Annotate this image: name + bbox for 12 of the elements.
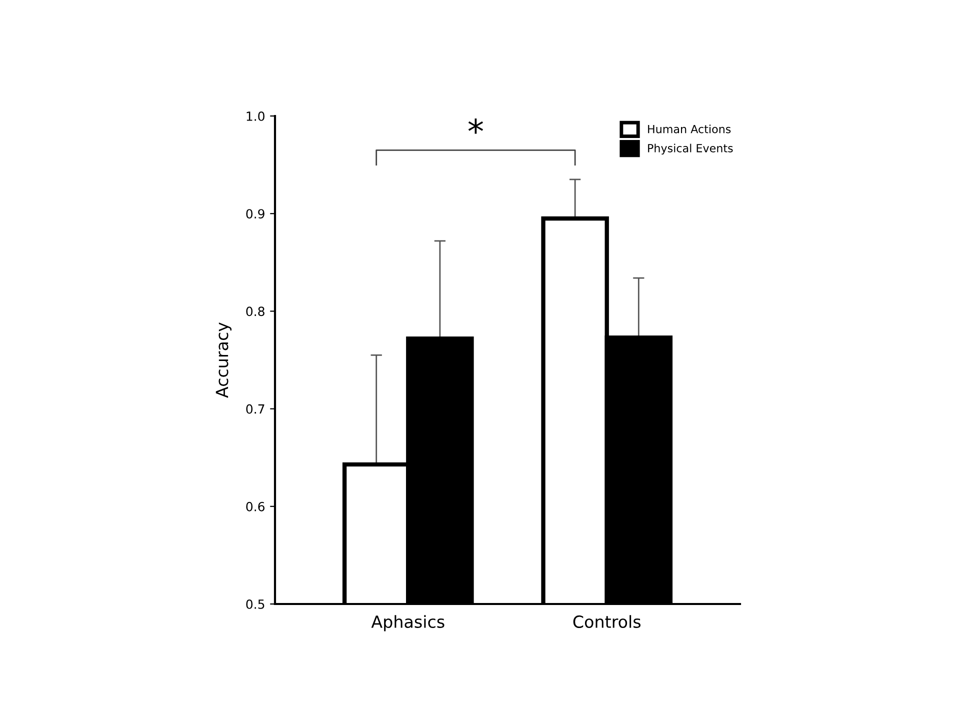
y-tick-label: 0.7 bbox=[246, 404, 264, 414]
legend-label: Physical Events bbox=[648, 144, 733, 155]
y-tick-label: 0.8 bbox=[246, 306, 264, 316]
annotation: * bbox=[468, 118, 484, 134]
y-tick-label: 0.6 bbox=[246, 502, 264, 512]
legend-label: Human Actions bbox=[648, 124, 731, 134]
y-tick-label: 1.0 bbox=[246, 111, 264, 121]
x-tick-label: Controls bbox=[573, 615, 641, 628]
y-tick-label: 0.9 bbox=[246, 209, 264, 219]
y-tick-label: 0.5 bbox=[246, 599, 264, 609]
x-tick-label: Aphasics bbox=[371, 615, 444, 632]
y-axis-title: Accuracy bbox=[216, 322, 232, 398]
